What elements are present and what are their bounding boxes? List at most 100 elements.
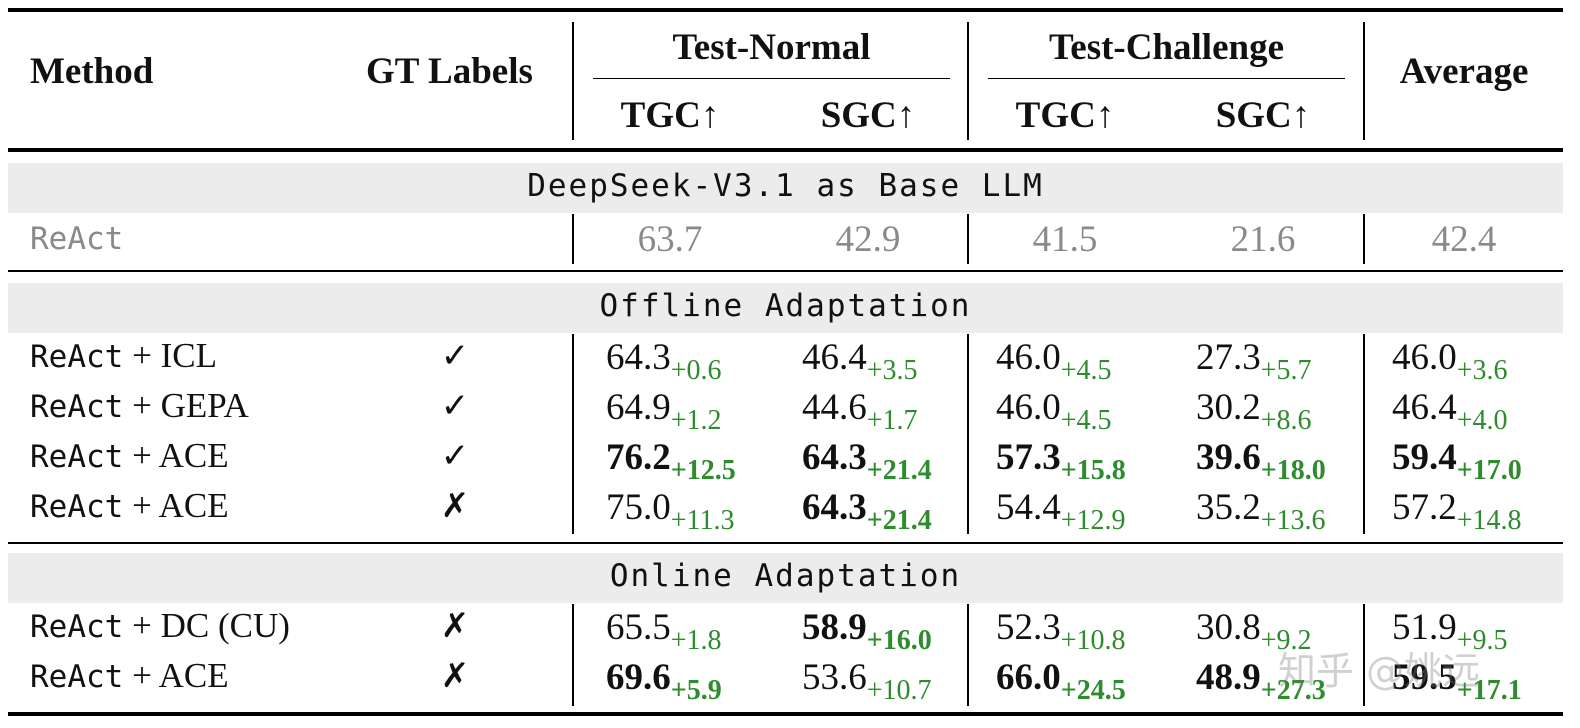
table-row: ReAct + ACE ✗ 69.6+5.9 53.6+10.7 66.0+24.5 48… (0, 656, 1580, 706)
header-tn-sgc: SGC↑ (820, 95, 916, 136)
delta-value: +0.6 (670, 355, 722, 386)
cell-tc-sgc: 30.2+8.6 (1196, 387, 1312, 436)
mid-rule-1 (8, 270, 1563, 272)
cross-icon: ✗ (440, 656, 470, 696)
section-band-offline (8, 283, 1563, 333)
delta-value: +27.3 (1260, 675, 1326, 706)
checkmark-icon: ✓ (440, 386, 470, 426)
cell-tc-tgc: 54.4+12.9 (996, 487, 1126, 536)
header-vsep-1 (572, 22, 574, 140)
test-challenge-underline (988, 78, 1345, 79)
cell-average: 46.4+4.0 (1392, 387, 1508, 436)
base-vsep-3 (1363, 214, 1365, 264)
table-row-baseline: ReAct 63.7 42.9 41.5 21.6 42.4 (0, 218, 1580, 268)
delta-value: +4.5 (1060, 355, 1112, 386)
delta-value: +1.7 (866, 405, 918, 436)
offline-vsep-1 (572, 334, 574, 534)
delta-value: +3.5 (866, 355, 918, 386)
table-row: ReAct + ACE ✗ 75.0+11.3 64.3+21.4 54.4+12.9 3… (0, 486, 1580, 536)
delta-value: +4.5 (1060, 405, 1112, 436)
online-vsep-1 (572, 604, 574, 706)
section-offline: Offline Adaptation (599, 288, 972, 324)
cell-tn-tgc: 64.9+1.2 (606, 387, 722, 436)
cell-tn-sgc: 44.6+1.7 (802, 387, 918, 436)
delta-value: +1.8 (670, 625, 722, 656)
cell-tn-sgc: 53.6+10.7 (802, 657, 932, 706)
cell-tc-sgc: 35.2+13.6 (1196, 487, 1326, 536)
method-name: ReAct + ACE (30, 656, 229, 695)
table-row: ReAct + GEPA ✓ 64.9+1.2 44.6+1.7 46.0+4.5 30.… (0, 386, 1580, 436)
cell-tc-tgc: 52.3+10.8 (996, 607, 1126, 656)
header-average: Average (1399, 51, 1529, 92)
header-vsep-2 (967, 22, 969, 140)
cell-average: 51.9+9.5 (1392, 607, 1508, 656)
table-row: ReAct + DC (CU) ✗ 65.5+1.8 58.9+16.0 52.3+10… (0, 606, 1580, 656)
online-vsep-2 (967, 604, 969, 706)
cell-tc-sgc: 30.8+9.2 (1196, 607, 1312, 656)
method-name: ReAct + GEPA (30, 386, 249, 425)
section-band-online (8, 553, 1563, 603)
delta-value: +21.4 (866, 455, 932, 486)
cell-tc-sgc: 48.9+27.3 (1196, 657, 1326, 706)
delta-value: +13.6 (1260, 505, 1326, 536)
base-vsep-1 (572, 214, 574, 264)
cell-tn-tgc: 76.2+12.5 (606, 437, 736, 486)
cell-tn-sgc: 58.9+16.0 (802, 607, 932, 656)
cell-tc-tgc: 46.0+4.5 (996, 337, 1112, 386)
cross-icon: ✗ (440, 606, 470, 646)
table-row: ReAct + ICL ✓ 64.3+0.6 46.4+3.5 46.0+4.5 27.3… (0, 336, 1580, 386)
watermark: 知乎 @姚远 (1278, 649, 1481, 693)
delta-value: +5.7 (1260, 355, 1312, 386)
cell-tc-tgc: 41.5 (1032, 219, 1098, 260)
cell-tn-tgc: 64.3+0.6 (606, 337, 722, 386)
delta-value: +10.7 (866, 675, 932, 706)
section-base-llm: DeepSeek-V3.1 as Base LLM (527, 168, 1044, 204)
cell-tn-sgc: 42.9 (835, 219, 901, 260)
header-tc-sgc: SGC↑ (1215, 95, 1311, 136)
delta-value: +12.9 (1060, 505, 1126, 536)
cell-tn-sgc: 46.4+3.5 (802, 337, 918, 386)
delta-value: +1.2 (670, 405, 722, 436)
cell-tn-tgc: 69.6+5.9 (606, 657, 722, 706)
header-test-challenge: Test-Challenge (1048, 27, 1285, 68)
delta-value: +11.3 (670, 505, 735, 536)
header-method: Method (30, 51, 154, 92)
method-name: ReAct + ICL (30, 336, 217, 375)
mid-rule-2 (8, 542, 1563, 544)
delta-value: +5.9 (670, 675, 722, 706)
table-row: ReAct + ACE ✓ 76.2+12.5 64.3+21.4 57.3+15.8 3… (0, 436, 1580, 486)
delta-value: +24.5 (1060, 675, 1126, 706)
delta-value: +15.8 (1060, 455, 1126, 486)
delta-value: +8.6 (1260, 405, 1312, 436)
offline-vsep-2 (967, 334, 969, 534)
delta-value: +17.0 (1456, 455, 1522, 486)
method-name: ReAct + ACE (30, 486, 229, 525)
section-band-base (8, 163, 1563, 213)
delta-value: +17.1 (1456, 675, 1522, 706)
online-vsep-3 (1363, 604, 1365, 706)
header-tn-tgc: TGC↑ (620, 95, 720, 136)
checkmark-icon: ✓ (440, 436, 470, 476)
test-normal-underline (593, 78, 950, 79)
section-online: Online Adaptation (609, 558, 962, 594)
cell-tn-tgc: 63.7 (637, 219, 703, 260)
cell-average: 59.5+17.1 (1392, 657, 1522, 706)
base-vsep-2 (967, 214, 969, 264)
delta-value: +4.0 (1456, 405, 1508, 436)
cell-tc-tgc: 57.3+15.8 (996, 437, 1126, 486)
delta-value: +21.4 (866, 505, 932, 536)
delta-value: +10.8 (1060, 625, 1126, 656)
cell-tc-tgc: 46.0+4.5 (996, 387, 1112, 436)
cell-tc-tgc: 66.0+24.5 (996, 657, 1126, 706)
cell-average: 59.4+17.0 (1392, 437, 1522, 486)
top-rule (8, 8, 1563, 12)
cell-average: 42.4 (1431, 219, 1497, 260)
cell-tn-sgc: 64.3+21.4 (802, 437, 932, 486)
offline-vsep-3 (1363, 334, 1365, 534)
cross-icon: ✗ (440, 486, 470, 526)
header-gt-labels: GT Labels (366, 51, 533, 92)
header-vsep-3 (1363, 22, 1365, 140)
method-name: ReAct (30, 221, 124, 257)
cell-tc-sgc: 21.6 (1230, 219, 1296, 260)
delta-value: +16.0 (866, 625, 932, 656)
